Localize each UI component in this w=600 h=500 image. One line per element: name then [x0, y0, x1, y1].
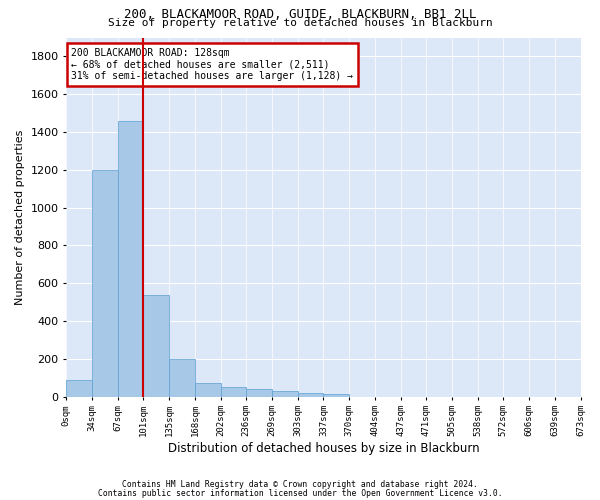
Bar — [92, 170, 118, 396]
Text: 200, BLACKAMOOR ROAD, GUIDE, BLACKBURN, BB1 2LL: 200, BLACKAMOOR ROAD, GUIDE, BLACKBURN, … — [124, 8, 476, 20]
Bar — [246, 388, 272, 396]
Bar — [143, 294, 169, 396]
Bar — [195, 384, 221, 396]
Y-axis label: Number of detached properties: Number of detached properties — [15, 130, 25, 304]
Bar — [118, 120, 143, 396]
Bar — [272, 392, 298, 396]
Text: Contains HM Land Registry data © Crown copyright and database right 2024.: Contains HM Land Registry data © Crown c… — [122, 480, 478, 489]
Bar — [67, 380, 92, 396]
Text: Contains public sector information licensed under the Open Government Licence v3: Contains public sector information licen… — [98, 488, 502, 498]
X-axis label: Distribution of detached houses by size in Blackburn: Distribution of detached houses by size … — [167, 442, 479, 455]
Text: Size of property relative to detached houses in Blackburn: Size of property relative to detached ho… — [107, 18, 493, 28]
Bar — [298, 393, 323, 396]
Text: 200 BLACKAMOOR ROAD: 128sqm
← 68% of detached houses are smaller (2,511)
31% of : 200 BLACKAMOOR ROAD: 128sqm ← 68% of det… — [71, 48, 353, 82]
Bar — [221, 388, 246, 396]
Bar — [169, 359, 195, 397]
Bar — [323, 394, 349, 396]
